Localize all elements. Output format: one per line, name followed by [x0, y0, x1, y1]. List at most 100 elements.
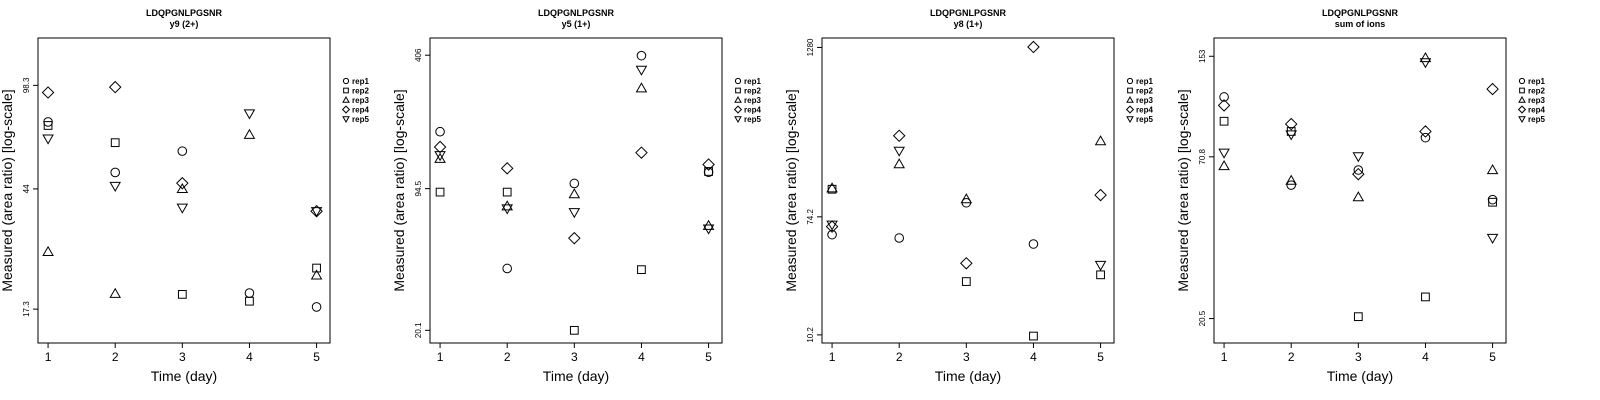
chart-title: LDQPGNLPGSNR — [930, 8, 1007, 18]
x-tick-label: 1 — [829, 350, 836, 364]
legend-marker-rep2 — [343, 87, 349, 94]
data-point-rep2 — [1353, 312, 1363, 322]
y-tick-label: 44 — [22, 184, 31, 193]
data-point-rep3 — [434, 152, 446, 163]
data-point-rep3 — [176, 182, 189, 194]
data-point-rep4 — [176, 176, 189, 190]
data-point-rep1 — [244, 288, 255, 298]
data-point-rep1 — [894, 233, 904, 243]
data-point-rep4 — [1284, 117, 1298, 131]
legend-marker-rep1 — [1126, 77, 1134, 85]
x-axis-label: Time (day) — [543, 368, 609, 384]
data-point-rep4 — [568, 231, 581, 245]
data-point-rep1 — [636, 50, 647, 61]
data-point-rep5 — [1218, 148, 1230, 159]
y-tick-label: 20.1 — [414, 322, 423, 338]
data-point-rep2 — [502, 187, 512, 197]
data-point-rep5 — [1486, 233, 1499, 244]
data-point-rep1 — [1420, 132, 1431, 143]
data-point-rep5 — [893, 146, 906, 157]
data-point-rep4 — [500, 162, 514, 175]
plot-frame — [429, 37, 723, 344]
data-point-rep1 — [1219, 92, 1229, 102]
data-point-rep5 — [568, 208, 581, 219]
legend-label-rep1: rep1 — [1136, 77, 1153, 86]
x-tick-label: 3 — [1355, 350, 1362, 364]
data-point-rep2 — [1488, 197, 1497, 207]
data-point-rep4 — [433, 140, 447, 154]
data-point-rep2 — [1029, 331, 1038, 341]
legend-label-rep3: rep3 — [352, 96, 369, 105]
x-tick-label: 2 — [112, 350, 119, 364]
data-point-rep1 — [1028, 239, 1039, 249]
data-point-rep2 — [435, 187, 445, 197]
legend-marker-rep5 — [1518, 116, 1526, 123]
data-point-rep1 — [1487, 194, 1498, 205]
legend-marker-rep3 — [1518, 96, 1526, 103]
legend-marker-rep3 — [1126, 96, 1134, 103]
data-point-rep1 — [311, 302, 322, 312]
data-point-rep5 — [310, 207, 323, 218]
data-point-rep5 — [42, 134, 54, 145]
legend-marker-rep5 — [734, 116, 742, 123]
data-point-rep2 — [1421, 292, 1430, 302]
data-point-rep1 — [435, 126, 445, 137]
legend-label-rep1: rep1 — [352, 77, 369, 86]
y-tick-label: 94.5 — [414, 180, 423, 196]
chart-subtitle: sum of ions — [1335, 19, 1386, 29]
legend-marker-rep1 — [342, 77, 350, 85]
legend-label-rep2: rep2 — [1528, 87, 1545, 96]
data-point-rep3 — [960, 193, 973, 204]
data-point-rep5 — [1285, 130, 1298, 141]
legend-label-rep4: rep4 — [1528, 106, 1545, 115]
data-point-rep5 — [1352, 152, 1365, 163]
x-tick-label: 3 — [179, 350, 186, 364]
legend-label-rep2: rep2 — [1136, 87, 1153, 96]
legend-marker-rep4 — [341, 105, 351, 114]
y-axis-label: Measured (area ratio) [log-scale] — [1175, 89, 1191, 291]
x-tick-label: 2 — [504, 350, 511, 364]
x-tick-label: 5 — [1097, 350, 1104, 364]
legend-label-rep5: rep5 — [1528, 115, 1545, 124]
x-tick-label: 5 — [1489, 350, 1496, 364]
chart-title: LDQPGNLPGSNR — [538, 8, 615, 18]
legend-marker-rep2 — [735, 87, 741, 94]
legend-label-rep5: rep5 — [1136, 115, 1153, 124]
data-point-rep2 — [569, 325, 579, 335]
data-point-rep1 — [110, 167, 120, 178]
data-point-rep3 — [109, 287, 122, 298]
data-point-rep2 — [1096, 270, 1105, 280]
legend-label-rep3: rep3 — [744, 96, 761, 105]
data-point-rep3 — [42, 245, 54, 256]
legend-label-rep4: rep4 — [352, 106, 369, 115]
x-tick-label: 1 — [1221, 350, 1228, 364]
x-tick-label: 5 — [705, 350, 712, 364]
y-tick-label: 406 — [414, 48, 423, 62]
x-tick-label: 1 — [45, 350, 52, 364]
data-point-rep3 — [1285, 174, 1298, 185]
y-tick-label: 20.5 — [1198, 310, 1207, 326]
x-tick-label: 4 — [638, 350, 645, 364]
x-tick-label: 3 — [571, 350, 578, 364]
data-point-rep4 — [960, 256, 973, 270]
legend-marker-rep1 — [1518, 77, 1526, 85]
x-tick-label: 1 — [437, 350, 444, 364]
x-tick-label: 5 — [313, 350, 320, 364]
legend-marker-rep3 — [734, 96, 742, 103]
legend-marker-rep4 — [1125, 105, 1135, 114]
legend-label-rep5: rep5 — [744, 115, 761, 124]
data-point-rep5 — [109, 181, 122, 192]
legend-marker-rep5 — [1126, 116, 1134, 123]
legend-marker-rep4 — [1517, 105, 1527, 114]
data-point-rep2 — [177, 290, 187, 299]
y-tick-label: 17.3 — [22, 301, 31, 317]
data-point-rep3 — [1094, 135, 1107, 146]
plot-frame — [37, 37, 331, 344]
data-point-rep2 — [1286, 127, 1296, 136]
data-point-rep3 — [826, 182, 838, 193]
x-tick-label: 2 — [1288, 350, 1295, 364]
y-tick-label: 98.3 — [22, 77, 31, 93]
legend-marker-rep1 — [734, 77, 742, 85]
